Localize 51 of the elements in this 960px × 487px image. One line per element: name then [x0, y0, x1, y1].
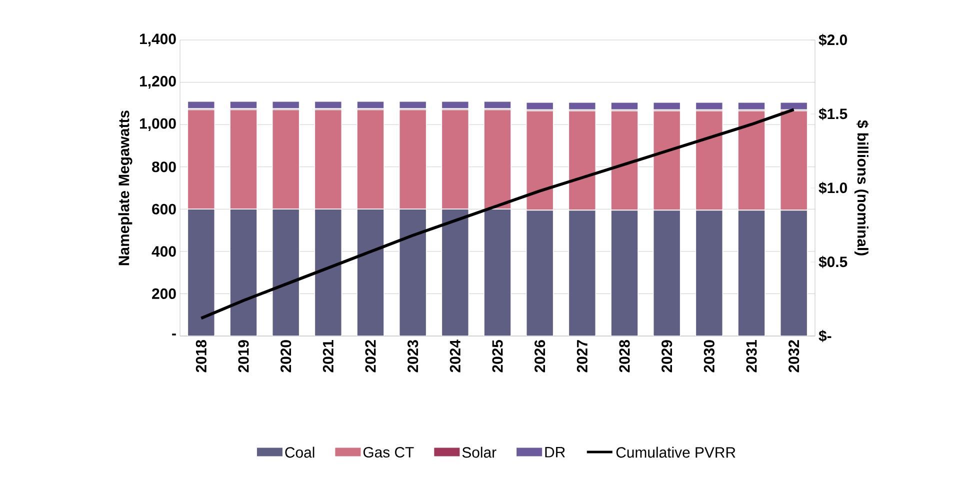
bar — [356, 208, 384, 336]
y2-tick-label: $0.5 — [818, 256, 848, 268]
legend-label: Solar — [462, 446, 496, 458]
x-tick-label: 2024 — [450, 340, 460, 372]
bar — [230, 208, 258, 336]
bar — [398, 208, 427, 336]
legend-label: Gas CT — [363, 446, 414, 458]
legend-label: DR — [545, 447, 565, 458]
x-tick-label: 2028 — [619, 340, 630, 372]
x-tick-label: 2029 — [662, 340, 672, 372]
x-tick-label: 2025 — [492, 340, 503, 372]
y2-tick-label: $- — [818, 330, 832, 342]
y2-tick-label: $2.0 — [818, 34, 847, 46]
x-tick-label: 2030 — [704, 340, 714, 372]
x-tick-label: 2022 — [365, 340, 376, 372]
y2-tick-label: $1.0 — [818, 182, 847, 194]
y2-axis-title: $ billions (nominal) — [854, 120, 869, 256]
y-tick-label: 200 — [152, 288, 176, 299]
x-tick-label: 2021 — [322, 340, 334, 372]
bar — [568, 210, 596, 336]
y-tick-label: 1,200 — [140, 76, 176, 89]
line-series — [200, 108, 796, 320]
x-tick-label: 2031 — [746, 340, 757, 372]
x-tick-label: 2020 — [280, 340, 292, 372]
x-tick-label: 2032 — [788, 340, 800, 372]
x-tick-label: 2026 — [534, 340, 546, 372]
bar — [441, 208, 470, 336]
y-tick-label: 1,400 — [140, 34, 176, 46]
y-tick-label: 800 — [152, 162, 176, 172]
bar — [526, 210, 554, 336]
x-tick-label: 2018 — [196, 340, 206, 372]
bar — [610, 210, 638, 336]
y-tick-label: 600 — [152, 204, 176, 214]
y-tick-label: 400 — [152, 246, 176, 257]
x-tick-label: 2023 — [408, 340, 418, 372]
y-axis-title: Nameplate Megawatts — [118, 110, 132, 266]
bar — [695, 210, 724, 336]
legend-label: Coal — [285, 446, 314, 458]
x-tick-label: 2027 — [576, 340, 588, 372]
bar — [272, 208, 300, 336]
y2-tick-label: $1.5 — [818, 108, 848, 120]
x-tick-label: 2019 — [238, 340, 249, 372]
bar — [780, 210, 808, 336]
bar — [314, 208, 342, 336]
bar — [484, 208, 512, 336]
bar — [652, 210, 681, 336]
bar — [187, 208, 216, 336]
y-tick-label: 1,000 — [140, 118, 176, 131]
bar — [738, 210, 766, 336]
y-tick-label: - — [172, 334, 176, 336]
legend-label: Cumulative PVRR — [616, 446, 736, 458]
